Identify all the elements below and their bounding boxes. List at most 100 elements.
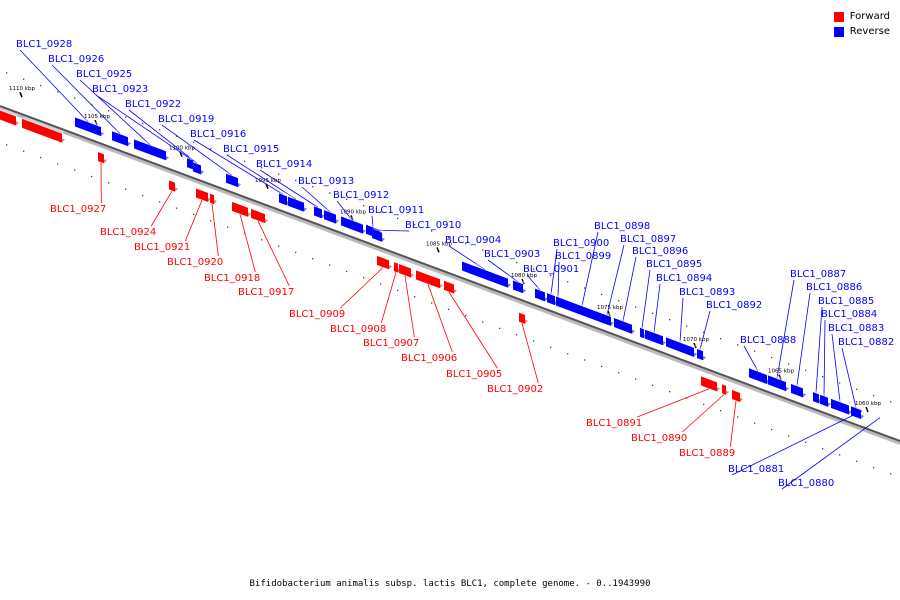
axis-dot (125, 188, 127, 190)
gene-feature-blc1_0903 (513, 278, 526, 294)
gene-label-blc1_0914: BLC1_0914 (256, 159, 312, 170)
axis-dot (380, 211, 382, 213)
axis-dot (397, 217, 399, 220)
gene-feature-blc1_0914 (314, 204, 325, 219)
axis-dot (805, 441, 807, 443)
leader-line (376, 229, 410, 232)
axis-dot (414, 296, 416, 298)
axis-dot (448, 236, 450, 239)
leader-line (371, 215, 374, 227)
gene-label-blc1_0916: BLC1_0916 (190, 129, 246, 140)
leader-line (95, 94, 191, 160)
leader-line (487, 259, 519, 283)
gene-label-blc1_0909: BLC1_0909 (289, 309, 345, 320)
gene-label-blc1_0912: BLC1_0912 (333, 190, 389, 201)
gene-label-blc1_0902: BLC1_0902 (487, 384, 543, 395)
leader-line (257, 220, 290, 287)
gene-feature-blc1_0901 (535, 286, 548, 302)
genome-axis-shadow (0, 106, 900, 445)
forward-gene-unlabelled (22, 116, 65, 143)
leader-line (641, 269, 651, 329)
leader-line (653, 283, 661, 333)
gene-feature-blc1_0927 (98, 149, 107, 164)
gene-label-blc1_0889: BLC1_0889 (679, 448, 735, 459)
legend-reverse-label: Reverse (849, 26, 890, 37)
leader-line (521, 323, 539, 384)
scale-tick (94, 119, 98, 126)
gene-label-blc1_0919: BLC1_0919 (158, 114, 214, 125)
axis-dot (57, 91, 59, 93)
axis-dot (278, 245, 280, 247)
axis-dot (669, 391, 671, 393)
gene-feature-blc1_0882 (851, 404, 864, 419)
axis-dot (584, 359, 586, 361)
leader-line (193, 139, 284, 195)
axis-dot (261, 167, 263, 169)
gene-label-blc1_0922: BLC1_0922 (125, 99, 181, 110)
gene-label-blc1_0920: BLC1_0920 (167, 257, 223, 268)
leader-line (557, 261, 560, 297)
gene-feature-blc1_0888 (749, 366, 770, 384)
leader-line (823, 319, 826, 396)
leader-line (606, 244, 625, 316)
leader-line (796, 292, 811, 386)
gene-feature-blc1_0897 (603, 311, 614, 326)
axis-dot (856, 460, 858, 462)
axis-dot (125, 116, 127, 118)
gene-feature-blc1_0898 (560, 295, 607, 324)
axis-dot (788, 435, 790, 437)
axis-dot (176, 207, 178, 209)
axis-dot (703, 403, 705, 405)
gene-feature-blc1_0926 (112, 129, 131, 147)
scale-tick (865, 406, 869, 413)
axis-dot (6, 144, 8, 146)
leader-line (211, 203, 219, 257)
leader-line (239, 214, 256, 273)
legend: Forward Reverse (833, 9, 890, 39)
axis-dot (550, 274, 552, 277)
scale-ticks: 1110 kbp 1105 kbp 1100 kbp 1095 kbp 1090 kbp… (9, 86, 881, 413)
gene-feature-blc1_0884 (820, 392, 831, 407)
gene-label-blc1_0891: BLC1_0891 (586, 418, 642, 429)
leader-line (637, 388, 710, 418)
leader-line (776, 279, 795, 379)
scale-tick-label: 1075 kbp (597, 305, 623, 311)
gene-feature-blc1_0915 (288, 194, 307, 212)
leader-line (622, 256, 637, 321)
gene-feature-blc1_0885 (813, 390, 822, 404)
leader-line (679, 297, 684, 343)
axis-dot (312, 258, 314, 260)
gene-feature-blc1_0883 (831, 396, 852, 415)
leader-line (259, 169, 319, 208)
axis-dot (346, 198, 348, 201)
gene-feature-blc1_0907 (399, 262, 414, 278)
axis-dot (890, 473, 892, 475)
axis-dot (533, 340, 535, 342)
axis-dot (312, 186, 314, 188)
leader-line (150, 190, 173, 227)
gene-label-blc1_0883: BLC1_0883 (828, 323, 884, 334)
scale-tick-label: 1110 kbp (9, 86, 35, 92)
gene-label-blc1_0884: BLC1_0884 (821, 309, 877, 320)
axis-dot (40, 156, 42, 159)
legend-reverse: Reverse (833, 24, 890, 39)
gene-label-blc1_0887: BLC1_0887 (790, 269, 846, 280)
leader-line (340, 267, 384, 309)
leader-line (550, 248, 558, 295)
scale-tick-label: 1085 kbp (426, 241, 452, 247)
axis-dot (414, 224, 416, 226)
gene-label-blc1_0928: BLC1_0928 (16, 39, 72, 50)
scale-tick-label: 1100 kbp (169, 146, 195, 152)
leader-line (301, 186, 331, 213)
gene-feature-blc1_0916 (279, 191, 290, 206)
gene-feature-blc1_0893 (666, 335, 697, 357)
gene-label-blc1_0904: BLC1_0904 (445, 235, 501, 246)
axis-dot (74, 169, 76, 171)
axis-dot (822, 447, 824, 450)
gene-label-blc1_0910: BLC1_0910 (405, 220, 461, 231)
leader-line (161, 124, 233, 176)
axis-dot (856, 388, 858, 390)
axis-dot (873, 394, 875, 397)
axis-dot (142, 194, 144, 197)
gene-feature-blc1_0896 (614, 316, 635, 334)
